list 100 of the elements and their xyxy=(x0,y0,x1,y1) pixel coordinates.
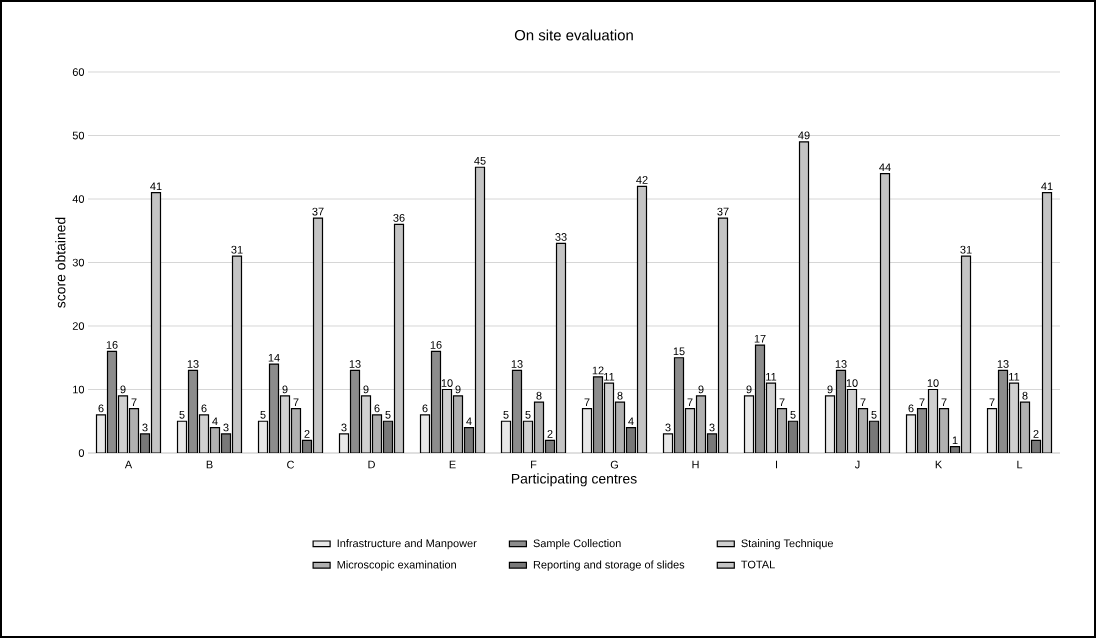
data-label: 13 xyxy=(349,360,361,368)
data-label: 16 xyxy=(106,341,118,349)
data-label: 7 xyxy=(779,398,785,406)
x-tick-label: K xyxy=(935,460,943,469)
y-tick-label: 60 xyxy=(72,68,85,76)
y-axis-title: score obtained xyxy=(55,217,66,308)
data-label: 6 xyxy=(908,404,914,413)
data-label: 8 xyxy=(617,391,623,400)
data-label: 7 xyxy=(860,398,866,406)
chart-title: On site evaluation xyxy=(514,29,633,41)
data-label: 5 xyxy=(385,411,391,419)
data-label: 37 xyxy=(717,207,729,216)
data-label: 17 xyxy=(754,334,766,343)
data-label: 13 xyxy=(835,360,847,368)
data-label: 13 xyxy=(997,360,1009,368)
data-label: 9 xyxy=(455,385,461,394)
data-label: 1 xyxy=(952,436,958,445)
data-label: 41 xyxy=(1041,182,1053,191)
data-label: 3 xyxy=(142,423,148,432)
data-label: 49 xyxy=(798,131,810,140)
data-label: 6 xyxy=(201,404,207,413)
y-tick-label: 40 xyxy=(72,195,85,203)
data-label: 10 xyxy=(927,379,939,387)
data-label: 10 xyxy=(846,379,858,387)
data-label: 45 xyxy=(474,157,486,165)
data-label: 3 xyxy=(665,423,671,432)
x-axis-title: Participating centres xyxy=(511,473,637,487)
x-tick-label: C xyxy=(287,460,295,469)
data-label: 7 xyxy=(293,398,299,406)
x-tick-label: I xyxy=(776,460,778,469)
data-label: 4 xyxy=(466,417,472,425)
x-tick-label: H xyxy=(692,460,699,469)
data-label: 13 xyxy=(511,360,523,368)
data-label: 7 xyxy=(584,398,590,406)
data-label: 31 xyxy=(231,245,243,254)
data-label: 9 xyxy=(698,385,704,394)
data-label: 2 xyxy=(547,430,553,438)
data-label: 5 xyxy=(871,411,877,419)
data-label: 7 xyxy=(941,398,947,406)
data-label: 7 xyxy=(989,398,995,406)
data-label: 2 xyxy=(1033,430,1039,438)
data-label: 5 xyxy=(790,411,796,419)
legend-label: Staining Technique xyxy=(741,539,834,550)
y-tick-label: 10 xyxy=(73,385,85,394)
data-label: 41 xyxy=(150,182,162,191)
data-label: 12 xyxy=(592,366,604,375)
x-tick-label: F xyxy=(531,460,537,469)
data-label: 3 xyxy=(341,423,347,432)
data-label: 2 xyxy=(304,430,310,438)
x-tick-label: J xyxy=(854,460,860,469)
x-tick-label: D xyxy=(368,460,375,469)
legend-label: Infrastructure and Manpower xyxy=(337,539,477,550)
x-tick-label: A xyxy=(124,460,133,469)
data-label: 9 xyxy=(282,385,288,394)
data-label: 9 xyxy=(363,385,369,394)
data-label: 13 xyxy=(187,360,199,368)
y-tick-label: 20 xyxy=(72,322,85,330)
data-label: 6 xyxy=(422,404,428,413)
data-label: 31 xyxy=(960,245,972,254)
data-label: 8 xyxy=(1022,391,1028,400)
data-label: 6 xyxy=(98,404,104,413)
data-label: 9 xyxy=(827,385,833,394)
data-label: 14 xyxy=(268,353,280,362)
data-label: 33 xyxy=(555,233,567,241)
data-label: 36 xyxy=(393,214,405,222)
legend-label: TOTAL xyxy=(741,560,775,569)
x-tick-label: G xyxy=(610,460,618,469)
legend-label: Reporting and storage of slides xyxy=(533,560,685,571)
data-label: 37 xyxy=(312,207,324,216)
x-tick-label: E xyxy=(449,460,456,469)
x-tick-label: L xyxy=(1017,460,1023,469)
data-label: 9 xyxy=(120,385,126,394)
data-label: 4 xyxy=(628,417,634,425)
data-label: 7 xyxy=(919,398,925,406)
data-label: 7 xyxy=(687,398,693,406)
x-tick-label: B xyxy=(206,460,213,469)
data-label: 11 xyxy=(766,373,777,381)
data-label: 9 xyxy=(746,385,752,394)
data-label: 8 xyxy=(536,391,542,400)
data-label: 3 xyxy=(223,423,229,432)
data-label: 5 xyxy=(525,411,531,419)
data-label: 16 xyxy=(430,341,442,349)
data-label: 7 xyxy=(131,398,137,406)
data-label: 5 xyxy=(260,411,266,419)
data-label: 4 xyxy=(212,417,218,425)
y-tick-label: 30 xyxy=(72,258,85,267)
data-label: 5 xyxy=(179,411,185,419)
y-tick-label: 50 xyxy=(72,131,85,140)
data-label: 10 xyxy=(441,379,453,387)
legend-label: Sample Collection xyxy=(533,539,621,550)
data-label: 11 xyxy=(604,373,615,381)
data-label: 5 xyxy=(503,411,509,419)
data-label: 6 xyxy=(374,404,380,413)
data-label: 3 xyxy=(709,423,715,432)
data-label: 44 xyxy=(879,163,891,171)
data-label: 42 xyxy=(636,176,648,184)
data-label: 15 xyxy=(673,347,685,356)
data-label: 11 xyxy=(1009,373,1020,381)
legend-label: Microscopic examination xyxy=(337,560,456,571)
y-tick-label: 0 xyxy=(78,449,85,457)
